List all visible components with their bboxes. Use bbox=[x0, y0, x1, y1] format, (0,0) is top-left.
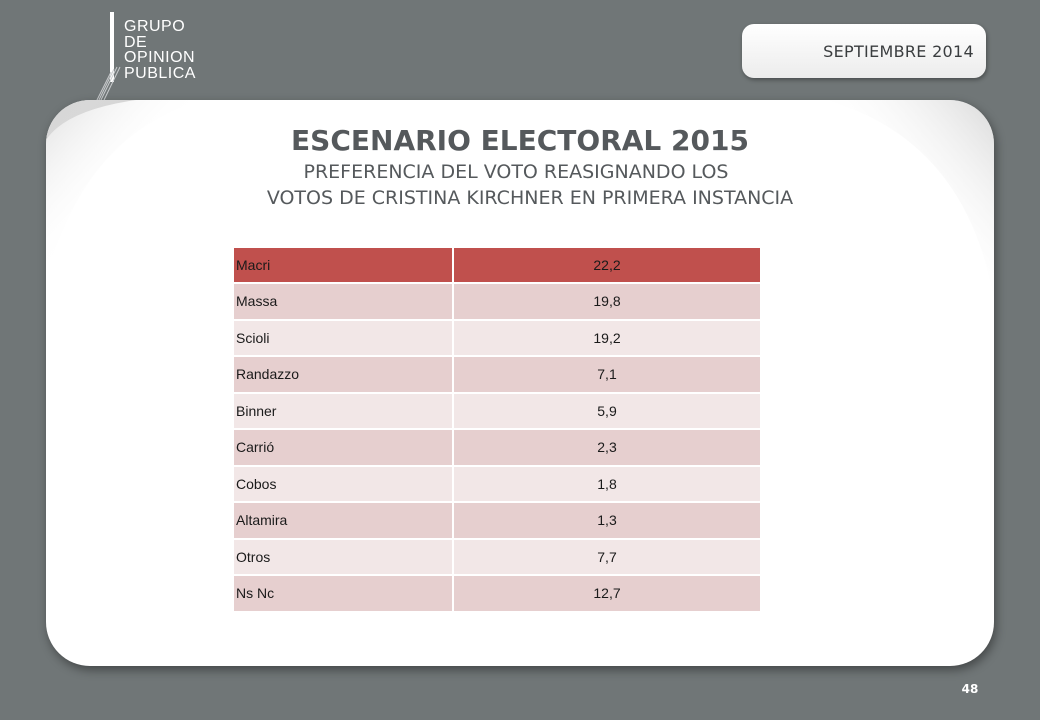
grupo-de-opinion-publica-logo: GRUPO DE OPINION PUBLICA bbox=[88, 12, 208, 112]
candidate-name: Carrió bbox=[232, 428, 454, 467]
vote-percentage: 5,9 bbox=[452, 391, 762, 430]
date-label: SEPTIEMBRE 2014 bbox=[823, 41, 974, 61]
candidate-name: Otros bbox=[232, 537, 454, 576]
results-table: Macri 22,2 Massa 19,8 Scioli 19,2 Randazzo 7,1 B… bbox=[232, 246, 762, 613]
subtitle-line-1: PREFERENCIA DEL VOTO REASIGNANDO LOS bbox=[303, 161, 729, 183]
table-row: Scioli 19,2 bbox=[232, 318, 762, 357]
candidate-name: Altamira bbox=[232, 501, 454, 540]
table-row: Carrió 2,3 bbox=[232, 428, 762, 467]
logo-line: PUBLICA bbox=[124, 64, 196, 82]
vote-percentage: 7,1 bbox=[452, 355, 762, 394]
vote-percentage: 12,7 bbox=[452, 574, 762, 613]
vote-percentage: 7,7 bbox=[452, 537, 762, 576]
table-row: Randazzo 7,1 bbox=[232, 355, 762, 394]
page-number: 48 bbox=[961, 682, 979, 696]
vote-percentage: 1,3 bbox=[452, 501, 762, 540]
vote-percentage: 19,8 bbox=[452, 282, 762, 321]
vote-percentage: 1,8 bbox=[452, 464, 762, 503]
vote-percentage: 19,2 bbox=[452, 318, 762, 357]
table-row: Altamira 1,3 bbox=[232, 501, 762, 540]
logo-line: DE bbox=[124, 33, 148, 51]
logo-line: GRUPO bbox=[124, 18, 186, 35]
table-row: Binner 5,9 bbox=[232, 391, 762, 430]
candidate-name: Binner bbox=[232, 391, 454, 430]
vote-percentage: 22,2 bbox=[452, 246, 762, 284]
candidate-name: Massa bbox=[232, 282, 454, 321]
table-row: Ns Nc 12,7 bbox=[232, 574, 762, 613]
vote-percentage: 2,3 bbox=[452, 428, 762, 467]
table-row: Cobos 1,8 bbox=[232, 464, 762, 503]
table-row: Macri 22,2 bbox=[232, 246, 762, 284]
logo-text: GRUPO DE OPINION PUBLICA bbox=[124, 19, 196, 81]
logo-mark-icon bbox=[93, 12, 121, 107]
candidate-name: Cobos bbox=[232, 464, 454, 503]
table-row: Massa 19,8 bbox=[232, 282, 762, 321]
candidate-name: Ns Nc bbox=[232, 574, 454, 613]
subtitle-line-2: VOTOS DE CRISTINA KIRCHNER EN PRIMERA IN… bbox=[266, 187, 794, 209]
logo-line: OPINION bbox=[124, 49, 196, 66]
candidate-name: Scioli bbox=[232, 318, 454, 357]
candidate-name: Randazzo bbox=[232, 355, 454, 394]
table-row: Otros 7,7 bbox=[232, 537, 762, 576]
date-tab: SEPTIEMBRE 2014 bbox=[742, 24, 986, 78]
page-title: ESCENARIO ELECTORAL 2015 bbox=[291, 124, 749, 157]
candidate-name: Macri bbox=[232, 246, 454, 284]
